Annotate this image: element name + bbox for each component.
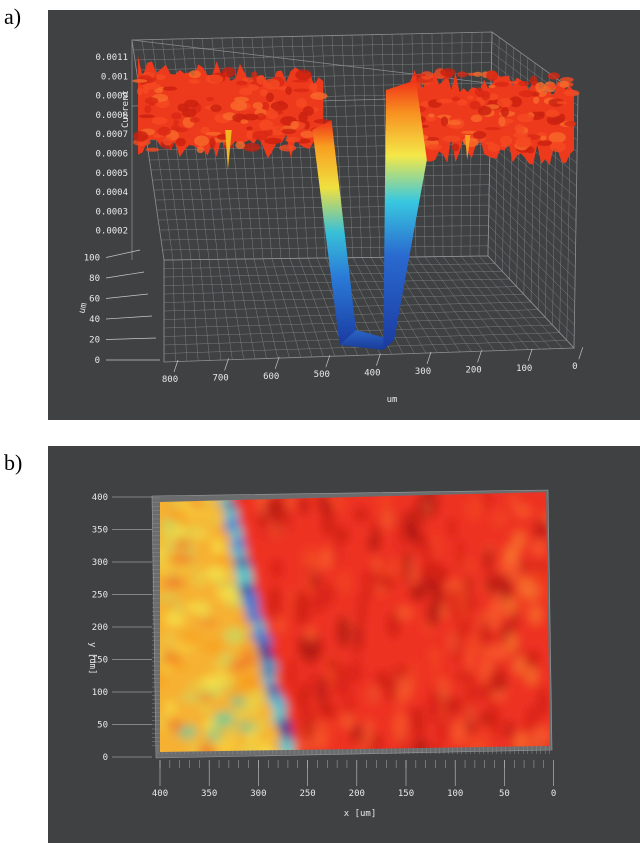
z-tick-label: 0.0003 [95, 207, 128, 217]
z-axis-label: Current [121, 90, 131, 128]
x-tick-label: 800 [162, 375, 178, 385]
y-tick-label: 150 [92, 656, 108, 666]
y-tick-label: 80 [89, 274, 100, 284]
surface-ticks: 0.0002 0.0003 0.0004 0.0005 0.0006 0.0007 0.00… [77, 53, 584, 405]
y-tick-label: 200 [92, 623, 108, 633]
y-tick-label: 100 [92, 688, 108, 698]
y-tick-label: 350 [92, 526, 108, 536]
x-tick-label: 300 [250, 789, 266, 799]
z-tick-label: 0.0006 [95, 150, 128, 160]
z-tick-label: 0.001 [101, 72, 128, 82]
y-tick-label: 0 [103, 753, 108, 763]
heatmap-ticks: 0 50 100 150 200 250 300 350 400 y [um] 400 350 300 2… [87, 493, 556, 819]
x-tick-label: 0 [572, 362, 577, 372]
y-tick-label: 50 [97, 721, 108, 731]
y-tick-label: 0 [95, 356, 100, 366]
x-tick-label: 600 [263, 372, 279, 382]
surface-plot-panel: 0.0002 0.0003 0.0004 0.0005 0.0006 0.0007 0.00… [48, 10, 640, 420]
surface-slope-right [383, 80, 427, 350]
x-tick-label: 150 [398, 789, 414, 799]
z-tick-label: 0.0004 [95, 188, 128, 198]
x-tick-label: 100 [516, 364, 532, 374]
y-tick-label: 250 [92, 591, 108, 601]
z-tick-label: 0.0007 [95, 130, 128, 140]
heatmap-field [160, 492, 550, 752]
surface-plot: 0.0002 0.0003 0.0004 0.0005 0.0006 0.0007 0.00… [77, 31, 584, 405]
x-tick-label: 200 [349, 789, 365, 799]
x-tick-label: 250 [299, 789, 315, 799]
y-axis-label: y [um] [87, 642, 97, 675]
y-tick-label: 100 [84, 254, 100, 264]
surface-trough [339, 330, 395, 350]
x-axis-label: um [387, 395, 398, 405]
x-tick-label: 200 [465, 365, 481, 375]
y-tick-label: 400 [92, 493, 108, 503]
x-tick-label: 700 [212, 373, 228, 383]
z-tick-label: 0.0008 [95, 111, 128, 121]
surface-slope-left [312, 120, 356, 345]
x-tick-label: 350 [201, 789, 217, 799]
panel-a-letter: a) [4, 4, 22, 29]
x-tick-label: 300 [415, 367, 431, 377]
surface-mesh [132, 56, 580, 350]
z-tick-label: 0.0009 [95, 92, 128, 102]
heatmap-plot: 0 50 100 150 200 250 300 350 400 y [um] 400 350 300 2… [87, 489, 556, 819]
z-tick-label: 0.0005 [95, 169, 128, 179]
x-tick-label: 500 [314, 370, 330, 380]
panel-b-letter: b) [4, 450, 23, 475]
z-tick-label: 0.0002 [95, 227, 128, 237]
x-tick-label: 400 [152, 789, 168, 799]
y-tick-label: 40 [89, 315, 100, 325]
x-tick-label: 400 [364, 369, 380, 379]
x-axis-label: x [um] [344, 809, 377, 819]
z-tick-label: 0.0011 [95, 53, 128, 63]
x-tick-label: 0 [551, 789, 556, 799]
y-tick-label: 300 [92, 558, 108, 568]
x-tick-label: 100 [447, 789, 463, 799]
x-tick-label: 50 [499, 789, 510, 799]
y-axis-label: um [77, 302, 89, 315]
y-tick-label: 60 [89, 295, 100, 305]
y-tick-label: 20 [89, 336, 100, 346]
heatmap-panel: 0 50 100 150 200 250 300 350 400 y [um] 400 350 300 2… [48, 446, 640, 843]
